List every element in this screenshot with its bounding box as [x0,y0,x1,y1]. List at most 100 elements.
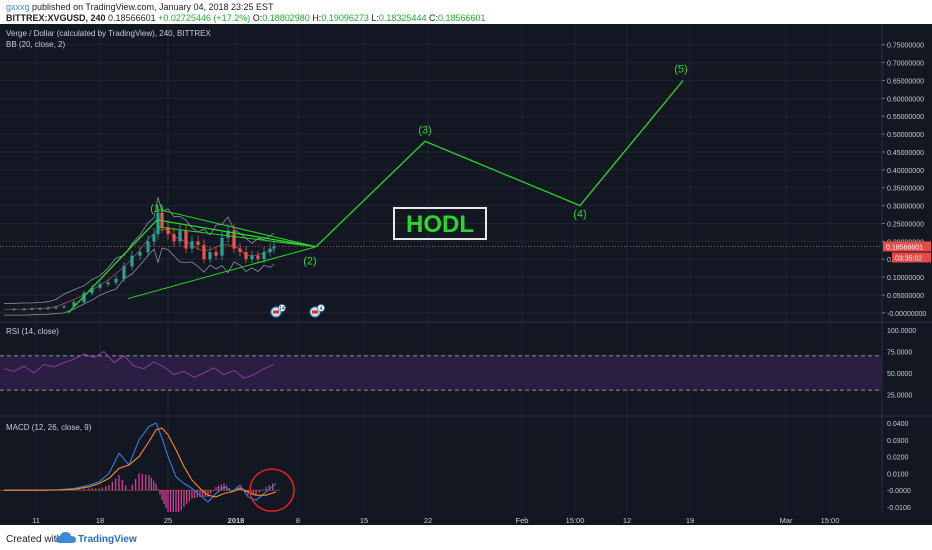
macd-histogram-bar [131,484,133,491]
macd-tick-label: 0.0300 [887,438,909,445]
macd-histogram-bar [108,485,110,491]
candle-body [130,255,134,267]
symbol-label: BITTREX:XVGUSD, 240 [6,13,106,23]
high-value: 0.19096273 [321,13,369,23]
price-tick-label: 0.55000000 [887,114,924,121]
macd-legend: MACD (12, 26, close, 9) [6,423,92,432]
macd-tick-label: 0.0400 [887,421,909,428]
price-change: +0.02725446 (+17.2%) [158,13,251,23]
rsi-line [3,350,275,379]
time-tick-label: 25 [164,516,172,525]
price-pane[interactable]: Verge / Dollar (calculated by TradingVie… [0,29,931,318]
macd-histogram-bar [91,488,93,491]
event-count-text: 4 [320,306,323,312]
candle-body [208,252,212,260]
macd-histogram-bar [118,475,120,491]
macd-histogram-bar [135,478,137,491]
publish-line: gxxxg published on TradingView.com, Janu… [6,2,274,12]
price-tick-label: 0.50000000 [887,132,924,139]
macd-histogram-bar [218,485,220,491]
time-axis[interactable]: 11 18 25 2018 8 15 22 Feb 15:00 12 19 Mar 15:00 [0,512,932,525]
candle-body [250,255,254,260]
time-tick-label: 18 [96,516,104,525]
candle-body [122,266,126,279]
elliott-wave-labels: (1) (2) (3) (4) (5) [150,63,687,267]
wave-label: (5) [674,63,687,75]
rsi-tick-label: 25.0000 [887,393,912,400]
time-tick-label: 15:00 [566,516,585,525]
triangle-lower [127,246,317,300]
candle-body [30,308,34,310]
rsi-legend: RSI (14, close) [6,327,59,336]
macd-histogram-bar [252,490,254,496]
price-tick-label: 0.35000000 [887,186,924,193]
macd-axis[interactable]: 0.0400 0.0300 0.0200 0.0100 -0.0000 -0.0100 [887,421,911,512]
candle-body [202,244,206,260]
macd-histogram-bar [202,490,204,497]
hodl-box-border [393,207,487,240]
wave-line [67,80,684,314]
rsi-tick-label: 75.0000 [887,350,912,357]
event-markers[interactable]: 14 4 [270,304,325,318]
time-tick-label: Mar [780,516,793,525]
tradingview-brand[interactable]: TradingView [78,534,137,545]
chart-canvas[interactable]: Verge / Dollar (calculated by TradingVie… [0,24,932,525]
candle-body [12,309,16,311]
author-link[interactable]: gxxxg [6,2,30,12]
candle-body [226,230,230,238]
tradingview-cloud-icon [56,531,76,548]
candle-body [272,246,276,249]
time-tick-label: 2018 [228,516,245,525]
candle-body [114,278,118,283]
macd-pane[interactable]: MACD (12, 26, close, 9) 0.0400 0.0300 0.02… [0,421,911,518]
time-tick-label: 11 [32,516,40,525]
close-value: 0.18566601 [437,13,486,23]
event-count-text: 14 [279,306,285,312]
macd-histogram-bar [125,485,127,491]
candle-body [184,230,188,249]
price-candles [12,205,276,311]
candle-body [72,302,76,307]
event-flag-icon [312,310,318,314]
macd-histogram-bar [167,490,169,512]
created-with-label: Created with [6,534,63,545]
price-tick-label: 0.70000000 [887,61,924,68]
price-tick-label: 0.25000000 [887,221,924,228]
bb-lower [4,247,275,316]
candle-body [256,255,260,260]
price-tick-label: 0.40000000 [887,168,924,175]
last-price: 0.18566601 [108,13,156,23]
rsi-tick-label: 100.0000 [887,328,916,335]
snapshot-footer: Created with TradingView [0,528,932,550]
macd-histogram-bar [98,488,100,491]
macd-histogram-bar [231,490,233,491]
candle-body [262,252,266,260]
macd-histogram-bar [258,490,260,493]
macd-histogram-bar [153,480,155,491]
highlight-circle [249,468,295,512]
macd-histogram-bar [88,488,90,491]
macd-histogram-bar [83,488,85,491]
rsi-tick-label: 50.0000 [887,371,912,378]
rsi-axis[interactable]: 100.0000 75.0000 50.0000 25.0000 [887,328,916,400]
macd-histogram-bar [95,488,97,491]
macd-histogram-bar [157,489,159,491]
candle-body [190,241,194,249]
macd-histogram-bar [265,486,267,491]
macd-histogram-bar [121,480,123,491]
candle-body [22,309,26,311]
price-tick-label: 0.65000000 [887,78,924,85]
macd-histogram-bar [191,490,193,499]
macd-histogram-bar [268,485,270,491]
candle-body [156,212,160,235]
macd-histogram-bar [111,481,113,491]
macd-histogram-bar [115,478,117,491]
candle-body [214,252,218,256]
elliott-wave-path [67,80,684,314]
rsi-pane[interactable]: RSI (14, close) 100.0000 75.0000 50.0000 25… [0,327,916,400]
chart-background [0,24,932,525]
macd-tick-label: -0.0100 [887,505,911,512]
last-price-tag-text: 0.18566601 [886,244,923,251]
price-tick-label: 0.10000000 [887,275,924,282]
event-count-badge [278,304,286,312]
